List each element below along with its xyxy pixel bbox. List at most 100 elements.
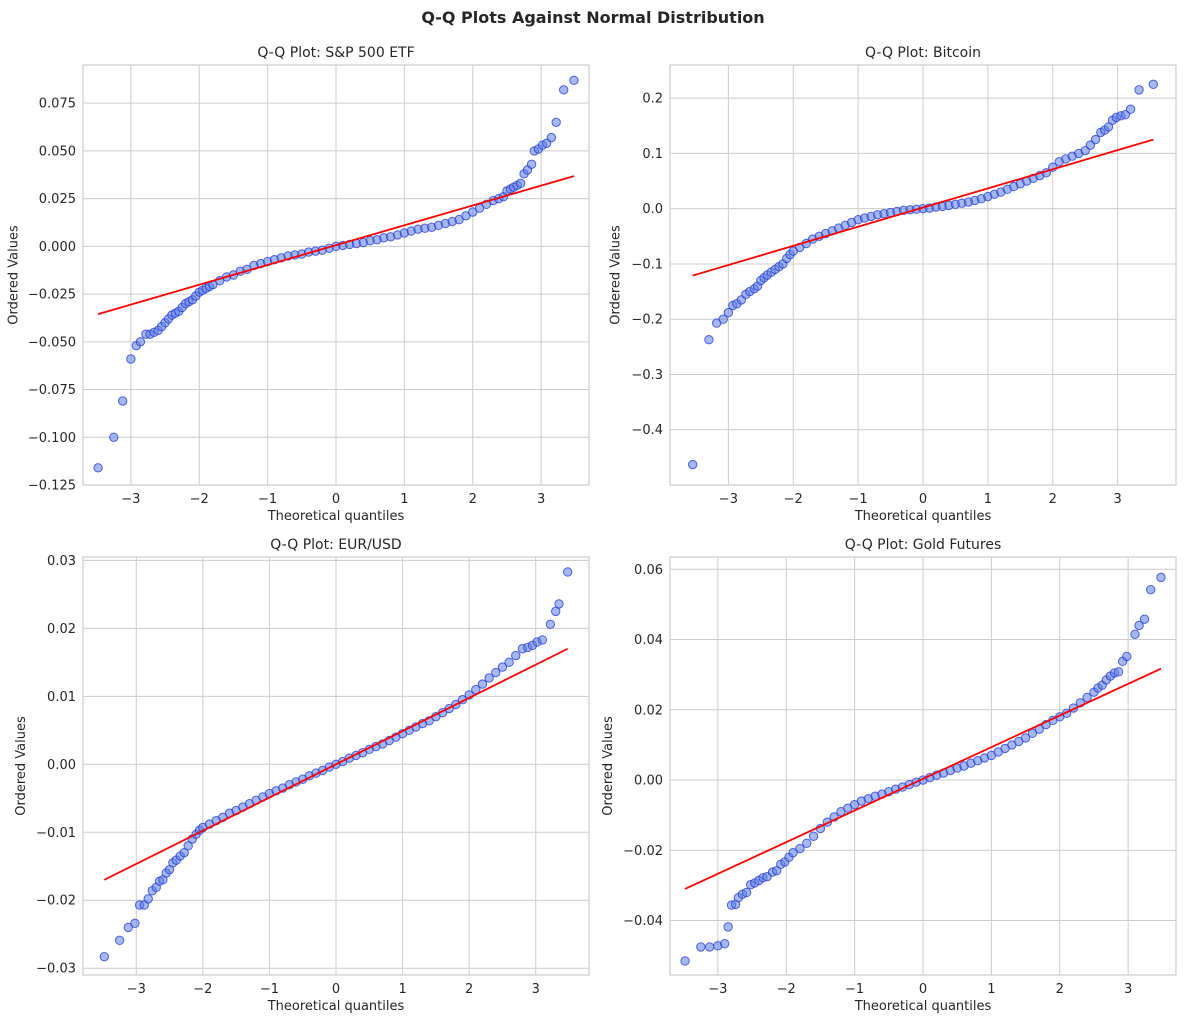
reference-line xyxy=(97,175,575,316)
x-tick-label: −3 xyxy=(127,982,146,997)
x-tick-label: 1 xyxy=(984,492,992,507)
reference-line xyxy=(692,138,1154,277)
qq-point xyxy=(93,463,103,473)
x-axis-label: Theoretical quantiles xyxy=(267,999,405,1014)
x-tick-label: −1 xyxy=(849,492,868,507)
y-tick-label: −0.4 xyxy=(631,423,663,438)
qq-point xyxy=(569,75,579,85)
qq-point xyxy=(537,635,548,645)
x-tick-label: 0 xyxy=(919,492,927,507)
qq-point xyxy=(183,841,193,851)
qq-point xyxy=(123,922,133,933)
x-tick-label: 3 xyxy=(537,492,545,507)
figure-title: Q-Q Plots Against Normal Distribution xyxy=(421,8,764,27)
x-tick-label: 2 xyxy=(1056,982,1064,997)
plot-frame xyxy=(82,64,590,486)
qq-plot-sp500: −3 −2 −1 0 1 2 3 −0.125 −0.100 −0.075 −0.050 −0.025… xyxy=(6,45,590,524)
x-tick-label: 0 xyxy=(332,492,340,507)
qq-point xyxy=(1090,134,1101,145)
x-tick-label: −2 xyxy=(784,492,803,507)
qq-point xyxy=(1125,104,1136,114)
y-tick-label: −0.01 xyxy=(36,826,76,841)
qq-point xyxy=(511,650,521,661)
qq-point xyxy=(562,567,573,577)
reference-line xyxy=(684,667,1162,890)
y-tick-label: −0.2 xyxy=(631,313,663,328)
x-tick-label: −1 xyxy=(258,492,277,507)
qq-point xyxy=(135,337,146,347)
y-tick-label: −0.100 xyxy=(28,431,76,446)
y-tick-label: 0.025 xyxy=(39,192,76,207)
x-tick-label: −3 xyxy=(121,492,140,507)
qq-point xyxy=(1148,79,1158,90)
qq-point xyxy=(551,117,561,127)
y-tick-label: −0.02 xyxy=(36,894,76,909)
qq-point xyxy=(497,662,508,672)
x-axis-label: Theoretical quantiles xyxy=(267,509,405,524)
x-tick-label: −1 xyxy=(845,982,864,997)
qq-point xyxy=(1139,614,1150,624)
qq-point xyxy=(1134,620,1144,631)
x-axis-label: Theoretical quantiles xyxy=(854,509,992,524)
x-tick-label: 3 xyxy=(1124,982,1132,997)
qq-point xyxy=(696,942,706,952)
qq-point xyxy=(788,848,798,858)
qq-point xyxy=(1156,572,1166,583)
qq-point xyxy=(143,894,153,904)
qq-point xyxy=(114,935,125,946)
y-tick-label: −0.025 xyxy=(28,288,76,303)
plot-title: Q-Q Plot: EUR/USD xyxy=(270,537,401,553)
y-tick-label: 0.01 xyxy=(47,690,76,705)
qq-point xyxy=(680,956,690,966)
plot-frame xyxy=(669,64,1177,486)
y-tick-label: 0.03 xyxy=(47,554,76,569)
x-tick-label: 0 xyxy=(332,982,340,997)
qq-plot-eurusd: −3 −2 −1 0 1 2 3 −0.03 −0.02 −0.01 0.00 0.01 0.02 0.0… xyxy=(14,537,590,1014)
qq-point xyxy=(723,922,733,932)
qq-point xyxy=(515,178,526,189)
y-tick-label: −0.125 xyxy=(28,479,76,494)
qq-point xyxy=(545,619,556,629)
x-tick-label: 1 xyxy=(987,982,995,997)
plot-title: Q-Q Plot: Bitcoin xyxy=(865,45,981,61)
y-tick-label: −0.3 xyxy=(631,368,663,383)
qq-plot-gold: −3 −2 −1 0 1 2 3 −0.04 −0.02 0.00 0.02 0.04 0.06 Q-Q … xyxy=(601,537,1177,1014)
qq-point xyxy=(526,159,537,169)
y-tick-label: 0.02 xyxy=(47,622,76,637)
y-tick-label: 0.0 xyxy=(642,202,663,217)
y-tick-label: 0.000 xyxy=(39,240,76,255)
y-tick-label: 0.1 xyxy=(642,147,663,162)
y-axis-label: Ordered Values xyxy=(6,225,21,325)
y-tick-label: −0.075 xyxy=(28,383,76,398)
y-tick-label: 0.04 xyxy=(634,633,663,648)
y-tick-label: −0.050 xyxy=(28,335,76,350)
y-tick-label: 0.02 xyxy=(634,703,663,718)
qq-point xyxy=(99,951,110,962)
qq-point xyxy=(1134,85,1144,95)
reference-line xyxy=(103,647,569,881)
qq-plot-bitcoin: −3 −2 −1 0 1 2 3 −0.4 −0.3 −0.2 −0.1 0.0 0.1 0.2 Q-Q P… xyxy=(609,45,1177,524)
qq-point xyxy=(1082,692,1092,703)
y-tick-label: 0.00 xyxy=(47,758,76,773)
y-tick-label: −0.1 xyxy=(631,257,663,272)
qq-point xyxy=(1020,733,1031,743)
x-tick-label: −3 xyxy=(708,982,727,997)
x-tick-label: −3 xyxy=(719,492,738,507)
x-tick-label: −1 xyxy=(260,982,279,997)
x-tick-label: 0 xyxy=(919,982,927,997)
x-axis-label: Theoretical quantiles xyxy=(854,999,992,1014)
x-tick-label: −2 xyxy=(193,982,212,997)
plot-frame xyxy=(669,556,1177,976)
x-tick-label: 2 xyxy=(469,492,477,507)
qq-point xyxy=(704,942,715,952)
qq-point xyxy=(117,396,128,406)
qq-point xyxy=(130,918,140,929)
qq-point xyxy=(795,843,805,854)
y-axis-label: Ordered Values xyxy=(14,716,29,816)
qq-point xyxy=(504,657,514,668)
y-tick-label: 0.050 xyxy=(39,144,76,159)
plot-title: Q-Q Plot: Gold Futures xyxy=(845,537,1002,553)
qq-point xyxy=(109,432,119,442)
